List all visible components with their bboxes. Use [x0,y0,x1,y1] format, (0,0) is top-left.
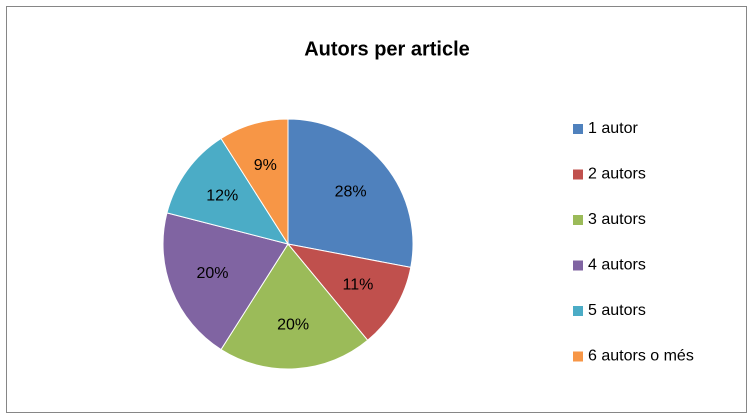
data-label: 12% [206,187,238,204]
legend-label: 5 autors [588,302,646,319]
legend-swatch [573,260,583,271]
legend-swatch [573,124,583,134]
pie-slice [166,137,290,245]
chart-title: Autors per article [304,38,470,60]
legend-swatch [573,306,583,316]
pie-slice [220,243,369,370]
legend-label: 3 autors [588,211,646,228]
data-label: 28% [335,183,367,200]
legend-label: 6 autors o més [588,348,694,365]
legend-label: 4 autors [588,257,646,274]
legend-label: 2 autors [588,166,646,183]
data-label: 9% [254,157,277,174]
legend-swatch [573,351,583,362]
data-label: 20% [196,265,228,282]
data-label: 20% [277,316,309,333]
pie-slice [286,243,412,342]
pie-slice [162,212,289,351]
legend-swatch [573,215,583,225]
legend-label: 1 autor [588,120,638,137]
data-label: 11% [343,277,374,294]
pie-slice [287,118,414,269]
pie-slice [220,118,289,246]
legend-swatch [573,169,583,180]
